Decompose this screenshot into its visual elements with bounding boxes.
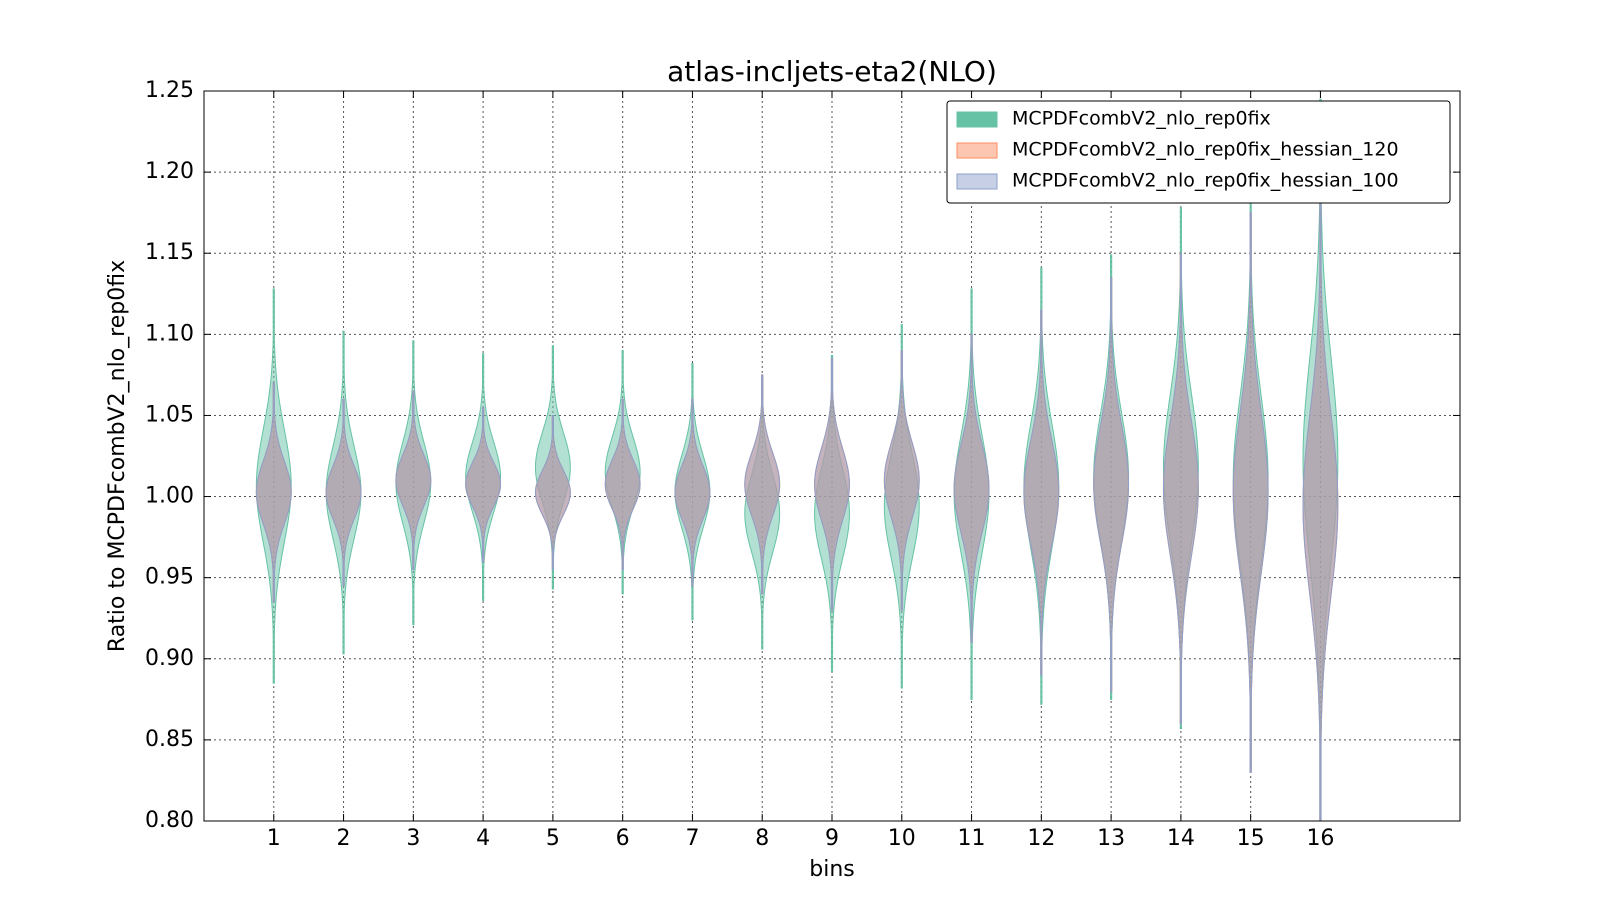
x-tick-label: 6	[616, 826, 630, 851]
violin	[674, 398, 711, 587]
y-tick-label: 1.25	[145, 78, 194, 103]
violin	[953, 333, 990, 644]
violin	[255, 382, 292, 603]
violin	[1302, 187, 1339, 821]
x-tick-label: 9	[825, 826, 839, 851]
y-tick-label: 1.00	[145, 484, 194, 509]
legend-swatch	[956, 173, 998, 190]
violin	[1232, 212, 1269, 773]
y-tick-label: 0.80	[145, 808, 194, 833]
x-tick-label: 16	[1306, 826, 1334, 851]
legend-box	[946, 100, 1451, 204]
x-tick-label: 4	[476, 826, 490, 851]
x-tick-label: 13	[1097, 826, 1125, 851]
violin	[814, 358, 850, 611]
violin	[465, 406, 502, 562]
x-tick-label: 12	[1027, 826, 1055, 851]
y-tick-label: 1.15	[145, 240, 194, 265]
legend-swatch	[956, 111, 998, 128]
x-axis-label: bins	[809, 857, 854, 882]
violin	[395, 390, 432, 571]
chart-title: atlas-incljets-eta2(NLO)	[667, 55, 997, 88]
y-tick-label: 1.10	[145, 321, 194, 346]
violin	[1023, 309, 1060, 676]
legend-label: MCPDFcombV2_nlo_rep0fix_hessian_100	[1012, 170, 1399, 192]
x-tick-label: 14	[1167, 826, 1195, 851]
plot-frame	[203, 90, 1461, 822]
violin	[883, 350, 920, 611]
violin	[604, 398, 641, 571]
x-tick-label: 11	[958, 826, 986, 851]
x-tick-label: 8	[755, 826, 769, 851]
legend-swatch	[956, 142, 998, 159]
x-tick-label: 1	[267, 826, 281, 851]
y-tick-label: 0.90	[145, 646, 194, 671]
violin	[1162, 252, 1199, 725]
violin	[325, 398, 362, 587]
y-tick-label: 1.05	[145, 402, 194, 427]
y-tick-label: 1.20	[145, 159, 194, 184]
legend-label: MCPDFcombV2_nlo_rep0fix	[1012, 108, 1271, 130]
violin	[534, 414, 571, 571]
x-tick-label: 7	[685, 826, 699, 851]
violin	[744, 374, 781, 595]
y-tick-label: 0.95	[145, 565, 194, 590]
y-axis-label: Ratio to MCPDFcombV2_nlo_rep0fix	[105, 260, 130, 652]
x-tick-label: 15	[1237, 826, 1265, 851]
plot-area	[255, 98, 1339, 821]
legend-label: MCPDFcombV2_nlo_rep0fix_hessian_120	[1012, 139, 1399, 161]
y-tick-label: 0.85	[145, 727, 194, 752]
x-tick-label: 3	[406, 826, 420, 851]
violin	[1093, 277, 1130, 692]
x-tick-label: 2	[337, 826, 351, 851]
x-tick-label: 5	[546, 826, 560, 851]
x-tick-label: 10	[888, 826, 916, 851]
